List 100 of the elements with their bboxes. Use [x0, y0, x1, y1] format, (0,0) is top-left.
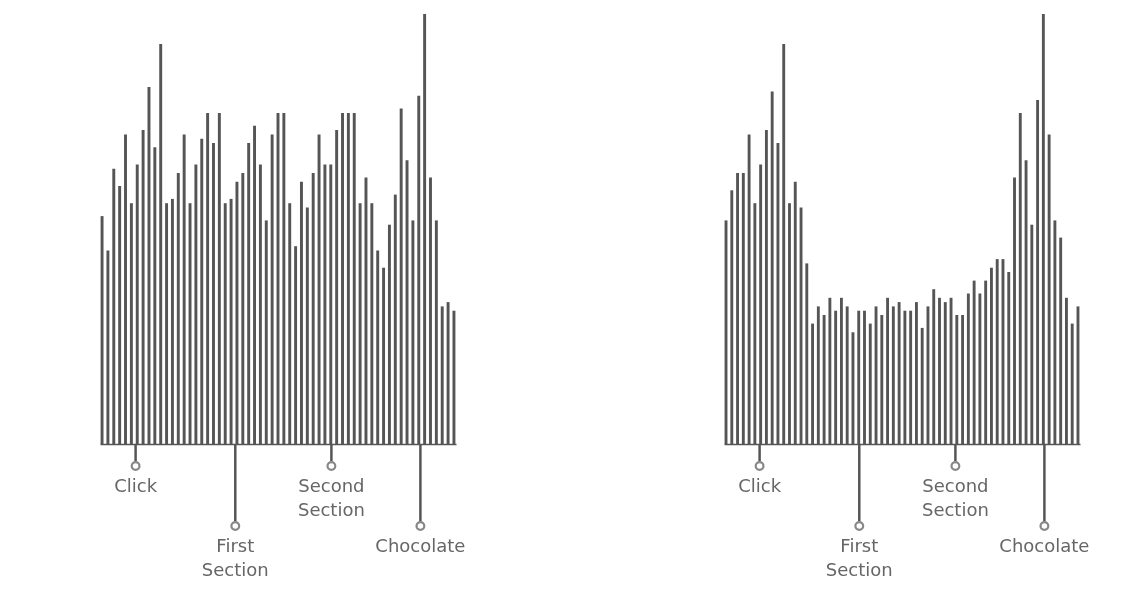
- bar: [782, 44, 786, 444]
- text: First Section: [825, 535, 893, 580]
- text: Chocolate: [375, 535, 466, 556]
- bar: [118, 186, 122, 444]
- text: Second Section: [921, 475, 989, 520]
- bar: [1036, 100, 1040, 444]
- bar: [200, 138, 204, 444]
- bar: [909, 310, 913, 444]
- bar: [311, 173, 315, 444]
- bar: [217, 112, 221, 444]
- bar: [972, 280, 976, 444]
- bar: [880, 315, 884, 444]
- bar: [759, 164, 763, 444]
- bar: [446, 302, 450, 444]
- bar: [753, 203, 757, 444]
- bar: [387, 224, 391, 444]
- bar: [335, 130, 339, 444]
- bar: [135, 164, 139, 444]
- bar: [124, 134, 127, 444]
- bar: [868, 323, 872, 444]
- text: Second Section: [297, 475, 365, 520]
- bar: [932, 289, 936, 444]
- bar: [920, 327, 924, 444]
- bar: [984, 280, 988, 444]
- bar: [370, 203, 374, 444]
- bar: [891, 306, 895, 444]
- bar: [106, 250, 110, 444]
- bar: [235, 181, 239, 444]
- bar: [434, 220, 438, 444]
- bar: [1053, 220, 1057, 444]
- bar: [452, 310, 456, 444]
- bar: [440, 306, 444, 444]
- bar: [914, 302, 918, 444]
- bar: [863, 310, 866, 444]
- bar: [206, 112, 210, 444]
- bar: [903, 310, 907, 444]
- bar: [341, 112, 344, 444]
- bar: [194, 164, 198, 444]
- bar: [241, 173, 245, 444]
- text: Click: [738, 475, 782, 496]
- bar: [828, 297, 832, 444]
- bar: [857, 310, 861, 444]
- bar: [961, 315, 965, 444]
- bar: [834, 310, 838, 444]
- bar: [1041, 14, 1045, 444]
- bar: [305, 207, 309, 444]
- bar: [165, 203, 169, 444]
- bar: [417, 95, 421, 444]
- bar: [1013, 177, 1016, 444]
- bar: [747, 134, 751, 444]
- bar: [176, 173, 180, 444]
- bar: [358, 203, 362, 444]
- bar: [323, 164, 327, 444]
- bar: [741, 173, 745, 444]
- bar: [1030, 224, 1034, 444]
- bar: [736, 173, 739, 444]
- bar: [153, 147, 157, 444]
- bar: [822, 315, 826, 444]
- bar: [346, 112, 350, 444]
- bar: [1065, 297, 1068, 444]
- text: Chocolate: [999, 535, 1090, 556]
- bar: [288, 203, 292, 444]
- bar: [897, 302, 901, 444]
- bar: [411, 220, 415, 444]
- bar: [393, 194, 397, 444]
- bar: [839, 297, 843, 444]
- bar: [995, 259, 999, 444]
- bar: [299, 181, 303, 444]
- bar: [1047, 134, 1051, 444]
- bar: [264, 220, 268, 444]
- bar: [317, 134, 321, 444]
- bar: [247, 143, 251, 444]
- bar: [1018, 112, 1022, 444]
- bar: [805, 263, 809, 444]
- bar: [1007, 272, 1011, 444]
- bar: [978, 293, 982, 444]
- bar: [845, 306, 849, 444]
- bar: [258, 164, 262, 444]
- bar: [1059, 237, 1063, 444]
- text: First Section: [201, 535, 269, 580]
- bar: [212, 143, 215, 444]
- bar: [329, 164, 333, 444]
- bar: [182, 134, 186, 444]
- bar: [170, 198, 174, 444]
- bar: [294, 246, 298, 444]
- bar: [270, 134, 274, 444]
- bar: [816, 306, 820, 444]
- bar: [811, 323, 815, 444]
- bar: [112, 168, 116, 444]
- bar: [376, 250, 380, 444]
- bar: [253, 125, 257, 444]
- bar: [229, 198, 233, 444]
- bar: [423, 14, 427, 444]
- bar: [966, 293, 970, 444]
- bar: [770, 91, 774, 444]
- bar: [943, 302, 947, 444]
- bar: [223, 203, 227, 444]
- bar: [282, 112, 286, 444]
- bar: [788, 203, 791, 444]
- bar: [1070, 323, 1074, 444]
